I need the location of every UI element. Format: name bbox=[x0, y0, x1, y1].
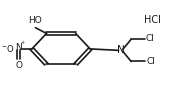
Text: $^{-}$O: $^{-}$O bbox=[1, 43, 14, 54]
Text: HO: HO bbox=[28, 16, 42, 25]
Text: Cl: Cl bbox=[145, 34, 154, 43]
Text: $^{+}$: $^{+}$ bbox=[20, 41, 26, 47]
Text: HCl: HCl bbox=[144, 15, 161, 25]
Text: O: O bbox=[15, 61, 22, 70]
Text: Cl: Cl bbox=[146, 57, 155, 66]
Text: N: N bbox=[117, 45, 125, 55]
Text: N: N bbox=[15, 43, 22, 52]
